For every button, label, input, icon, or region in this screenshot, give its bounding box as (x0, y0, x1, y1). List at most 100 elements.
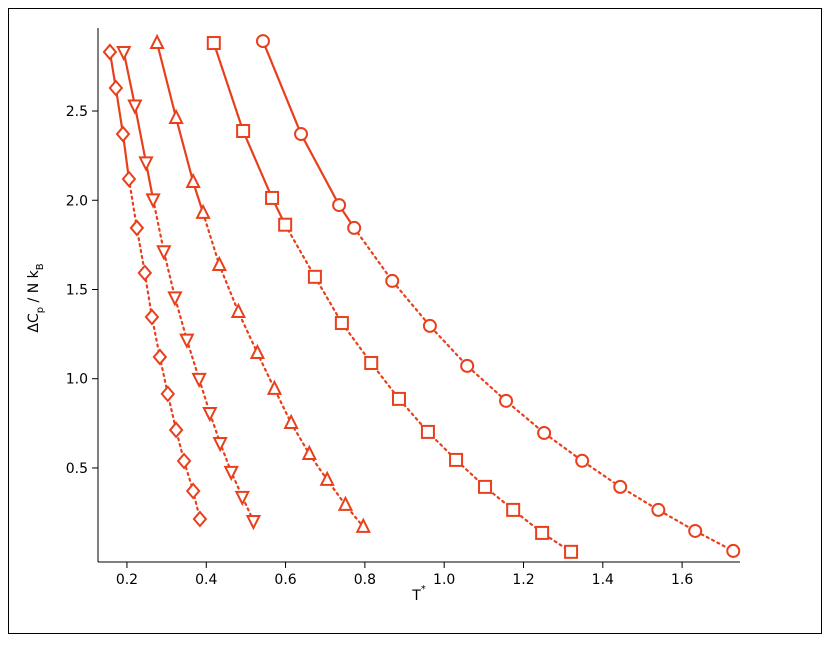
solid-curve (156, 42, 205, 214)
marker-triangle-down (212, 436, 228, 453)
marker-triangle-down (116, 45, 132, 62)
solid-curve (212, 42, 287, 226)
marker-square (334, 316, 349, 331)
marker-square (206, 36, 221, 51)
marker-diamond (176, 452, 192, 470)
x-tick-label: 1.2 (512, 572, 534, 588)
marker-circle (575, 453, 590, 468)
marker-square (265, 190, 280, 205)
marker-circle (651, 502, 666, 517)
marker-triangle-up (149, 33, 165, 50)
y-label-part: / N k (26, 269, 42, 307)
marker-diamond (160, 385, 176, 403)
y-tick-label: 2.5 (66, 104, 88, 120)
marker-triangle-down (127, 99, 143, 115)
marker-square (564, 544, 579, 559)
marker-square (420, 424, 435, 439)
marker-diamond (115, 125, 131, 143)
marker-circle (255, 34, 270, 49)
marker-triangle-down (223, 465, 239, 482)
marker-diamond (108, 79, 124, 97)
y-tick-label: 0.5 (66, 461, 88, 477)
marker-triangle-down (191, 372, 207, 389)
marker-circle (726, 543, 741, 558)
marker-diamond (137, 264, 153, 282)
dotted-curve (353, 226, 735, 553)
marker-circle (460, 358, 475, 373)
marker-square (478, 479, 493, 494)
y-label-part: ΔC (26, 313, 42, 333)
dotted-curve (127, 177, 202, 521)
marker-triangle-down (234, 490, 250, 507)
y-label-sub: p (35, 307, 46, 313)
marker-diamond (168, 421, 184, 439)
marker-circle (613, 479, 628, 494)
y-tick-label: 1.0 (66, 372, 88, 388)
y-tick-label: 2.0 (66, 193, 88, 209)
marker-triangle-down (138, 156, 154, 172)
y-label-sub: B (35, 263, 46, 270)
marker-square (506, 502, 521, 517)
y-axis-label: ΔCp / N kB (26, 263, 46, 332)
marker-circle (294, 127, 309, 142)
marker-triangle-down (167, 291, 183, 307)
dotted-curve (284, 223, 573, 553)
marker-triangle-up (266, 379, 283, 395)
marker-triangle-down (202, 406, 218, 423)
marker-circle (499, 393, 514, 408)
marker-triangle-up (185, 172, 201, 189)
x-axis-label: T* (411, 584, 426, 604)
marker-square (535, 525, 550, 540)
x-tick-label: 1.6 (671, 572, 693, 588)
marker-square (307, 269, 322, 284)
solid-curve (261, 40, 356, 229)
marker-circle (385, 273, 400, 288)
x-tick-label: 0.8 (354, 572, 376, 588)
marker-diamond (185, 482, 201, 500)
x-tick-label: 1.4 (592, 572, 614, 588)
marker-triangle-up (249, 343, 266, 360)
dotted-curve (201, 211, 365, 528)
marker-diamond (121, 170, 137, 188)
x-tick-label: 0.6 (274, 572, 296, 588)
marker-triangle-up (168, 108, 184, 124)
x-label-main: T (411, 588, 421, 604)
marker-circle (688, 523, 703, 538)
marker-square (364, 356, 379, 371)
x-label-sup: * (421, 584, 426, 595)
marker-triangle-up (337, 495, 354, 511)
marker-triangle-up (355, 517, 371, 533)
marker-triangle-down (156, 245, 172, 261)
marker-square (449, 452, 464, 467)
marker-circle (422, 318, 437, 333)
marker-triangle-down (179, 333, 195, 349)
solid-curve (122, 51, 155, 200)
marker-diamond (192, 510, 208, 528)
marker-triangle-up (211, 255, 227, 272)
marker-square (236, 124, 251, 139)
marker-diamond (152, 348, 168, 366)
marker-triangle-up (319, 470, 335, 486)
marker-triangle-up (283, 413, 299, 429)
x-tick-label: 0.4 (195, 572, 217, 588)
marker-triangle-up (301, 444, 317, 461)
marker-triangle-up (195, 203, 211, 219)
marker-diamond (144, 308, 160, 326)
x-tick-label: 0.2 (116, 572, 138, 588)
marker-circle (537, 425, 552, 440)
dotted-curve (152, 198, 255, 523)
marker-diamond (102, 43, 118, 61)
marker-circle (347, 220, 362, 235)
frame (8, 8, 822, 634)
marker-circle (332, 198, 347, 213)
marker-triangle-down (245, 514, 262, 531)
solid-curve (108, 51, 131, 180)
marker-square (391, 391, 406, 406)
marker-triangle-down (145, 193, 161, 209)
y-tick-label: 1.5 (66, 282, 88, 298)
marker-diamond (129, 219, 145, 237)
marker-square (278, 217, 293, 232)
x-tick-label: 1.0 (433, 572, 455, 588)
